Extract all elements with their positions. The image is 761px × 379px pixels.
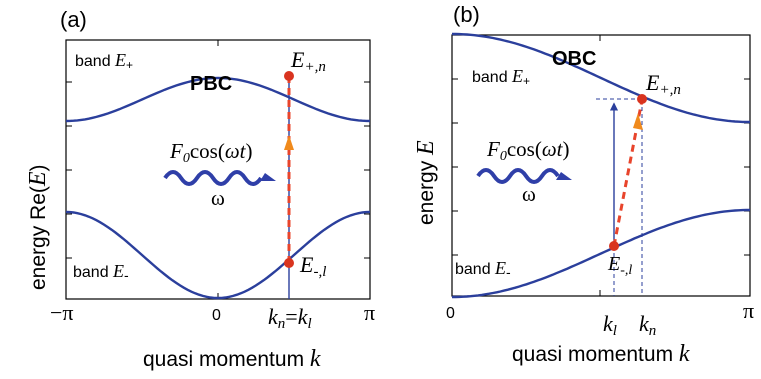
panel-b-lower-band-label: band E- <box>455 258 511 280</box>
panel-b-point-upper <box>637 94 647 104</box>
panel-a-point-lower <box>284 258 294 268</box>
panel-b-tick-kl: kl <box>603 311 617 339</box>
panel-b: (b) OBC <box>413 2 754 367</box>
panel-b-xlabel: quasi momentum k <box>512 341 690 367</box>
panel-b-frame <box>451 34 751 297</box>
panel-b-transition-arrowhead <box>633 113 643 130</box>
panel-a-wave-arrowhead <box>260 173 276 181</box>
panel-b-tick-kn: kn <box>639 311 656 339</box>
panel-b-ylabel: energy E <box>413 140 439 225</box>
panel-a-ylabel: energy Re(E) <box>25 164 51 290</box>
panel-b-drive-label: F0cos(ωt) <box>486 137 570 164</box>
panel-b-tag: OBC <box>552 48 596 70</box>
panel-a-tick-right: π <box>364 300 375 325</box>
panel-b-wave <box>476 168 560 184</box>
panel-b-lower-band <box>452 208 750 299</box>
panel-a-point-lower-label: E-,l <box>299 252 326 280</box>
panel-b-point-upper-label: E+,n <box>645 70 681 98</box>
panel-a-point-upper <box>284 71 294 81</box>
panel-a-upper-band <box>65 76 371 123</box>
panel-a-lower-band-label: band E- <box>73 261 129 283</box>
panel-a-drive-label: F0cos(ωt) <box>169 139 253 166</box>
panel-a-tick-k: kn=kl <box>268 304 312 332</box>
panel-a-transition-arrowhead <box>284 135 294 150</box>
panel-a-tick-mid: 0 <box>212 307 221 324</box>
panel-b-omega: ω <box>522 182 536 206</box>
panel-a-omega: ω <box>211 186 225 210</box>
panel-a-tag: PBC <box>190 73 232 95</box>
panel-b-point-lower <box>609 241 619 251</box>
panel-a-wave <box>163 170 263 186</box>
panel-a-point-upper-label: E+,n <box>290 47 326 75</box>
panel-a-upper-band-label: band E+ <box>75 50 133 72</box>
panel-b-tick-right: π <box>743 298 754 323</box>
panel-b-tick-left: 0 <box>446 305 455 322</box>
panel-a-ticks <box>66 40 370 299</box>
panel-b-upper-band-label: band E+ <box>472 66 530 88</box>
panel-a: (a) band E+ P <box>25 7 375 372</box>
panel-b-point-lower-label: E-,l <box>607 253 632 278</box>
panel-a-letter: (a) <box>60 7 87 32</box>
panel-a-lower-band <box>65 210 371 300</box>
panel-a-xlabel: quasi momentum k <box>143 346 321 372</box>
panel-a-tick-left: −π <box>50 300 74 325</box>
panel-b-letter: (b) <box>453 2 480 27</box>
panel-b-wave-arrowhead <box>556 172 572 180</box>
panel-b-upper-band <box>452 32 750 124</box>
